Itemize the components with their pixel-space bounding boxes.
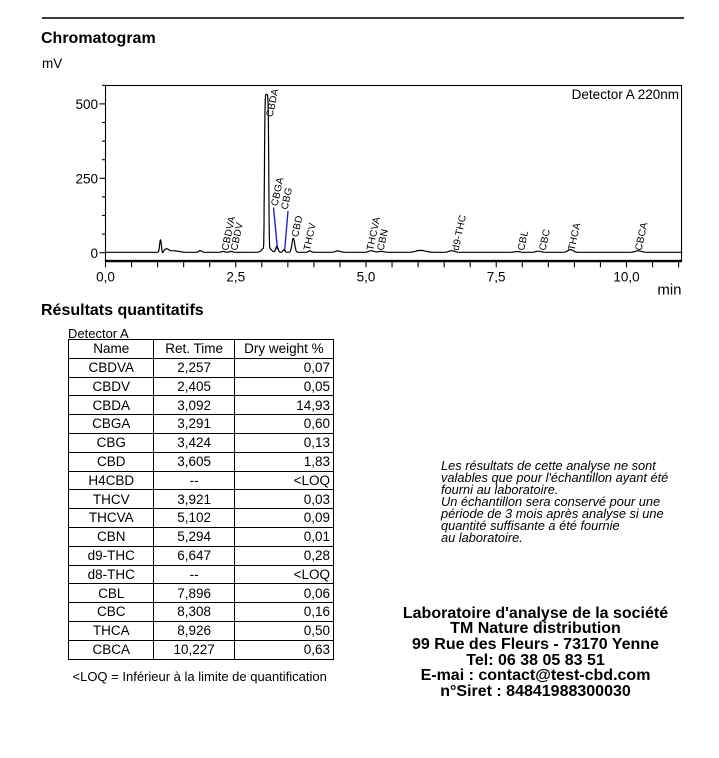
svg-text:CBL: CBL [516,229,531,251]
svg-text:250: 250 [75,172,98,187]
svg-text:THCA: THCA [567,222,584,252]
svg-text:2,5: 2,5 [226,269,245,284]
svg-text:CBG: CBG [280,187,295,211]
svg-text:d9-THC: d9-THC [451,214,469,252]
svg-text:0,0: 0,0 [96,269,115,284]
svg-text:5,0: 5,0 [357,269,376,284]
svg-text:min: min [657,282,681,299]
svg-text:CBD: CBD [290,215,305,239]
svg-text:CBDA: CBDA [265,88,282,118]
svg-text:CBC: CBC [538,228,553,252]
svg-text:CBCA: CBCA [634,221,651,251]
svg-text:500: 500 [75,97,98,112]
svg-text:Detector A 220nm: Detector A 220nm [572,87,679,102]
svg-text:0: 0 [90,246,98,261]
svg-text:7,5: 7,5 [487,269,506,284]
svg-text:CBN: CBN [376,228,391,252]
svg-text:THCV: THCV [302,222,319,252]
svg-text:10,0: 10,0 [613,269,639,284]
